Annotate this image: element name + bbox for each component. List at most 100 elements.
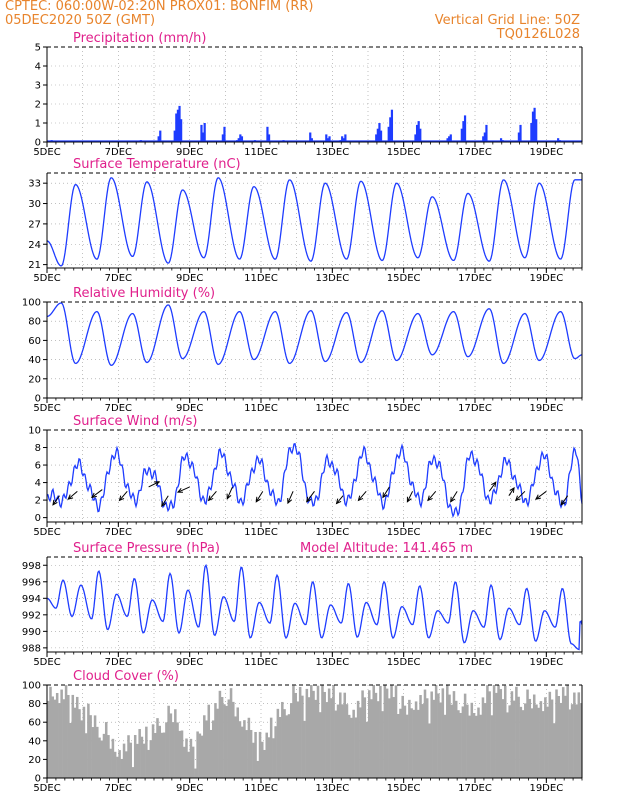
y-tick-label: 20: [28, 755, 41, 766]
cloud-bar: [203, 715, 206, 778]
cloud-bar: [107, 735, 110, 778]
cloud-bar: [120, 758, 124, 778]
cloud-bar: [274, 726, 277, 778]
cloud-bar: [287, 714, 291, 778]
x-tick-label: 7DEC: [105, 403, 132, 414]
cloud-bar: [490, 715, 494, 778]
cloud-bar: [58, 703, 61, 778]
cloud-bar: [376, 701, 380, 778]
cloud-bar: [363, 697, 367, 778]
wind-vector: [177, 486, 190, 493]
y-tick-label: 6: [35, 461, 41, 472]
precip-bar: [446, 138, 449, 142]
cloud-bar: [432, 699, 436, 778]
precip-bar: [173, 130, 176, 142]
wind-vector-head: [161, 501, 167, 508]
panel-title: Precipitation (mm/h): [73, 31, 206, 46]
wind-vector: [382, 486, 390, 498]
cloud-bar: [396, 713, 400, 778]
wind-vector: [208, 491, 217, 501]
y-tick-label: 2: [35, 496, 41, 507]
precip-bar: [482, 136, 485, 142]
cloud-bar: [385, 688, 389, 778]
cloud-bar: [359, 707, 362, 778]
wind-vector-head: [335, 498, 342, 505]
cloud-bar: [332, 685, 335, 778]
cloud-bar: [218, 690, 222, 778]
cloud-bar: [553, 723, 556, 778]
cloud-bar: [49, 686, 52, 778]
cloud-bar: [365, 721, 369, 778]
wind-vector-head: [560, 499, 566, 506]
cloud-bar: [512, 700, 516, 778]
cloud-bar: [269, 717, 273, 778]
cloud-bar: [67, 695, 70, 778]
x-tick-label: 15DEC: [387, 403, 421, 414]
cloud-bar: [557, 696, 561, 778]
cloud-bar: [443, 714, 447, 778]
cloud-bar: [352, 709, 355, 778]
cloud-bar: [517, 696, 520, 778]
cloud-bar: [289, 703, 293, 778]
y-tick-label: 5: [35, 43, 41, 54]
cloud-bar: [292, 685, 295, 778]
x-tick-label: 5DEC: [33, 527, 60, 538]
series-line: [46, 302, 583, 366]
x-tick-label: 9DEC: [176, 273, 203, 284]
cloud-bar: [401, 695, 404, 778]
cloud-bar: [325, 702, 329, 778]
cloud-bar: [189, 738, 193, 778]
cloud-bar: [82, 706, 86, 778]
wind-vector: [226, 486, 233, 499]
cloud-bar: [229, 688, 233, 778]
cloud-bar: [561, 687, 565, 778]
precip-bar: [376, 128, 379, 142]
y-tick-label: 0: [35, 774, 41, 785]
precip-bar: [530, 123, 533, 142]
cloud-bar: [454, 700, 458, 778]
cloud-bar: [182, 746, 186, 778]
precip-bar: [328, 136, 331, 142]
cloud-bar: [519, 706, 523, 778]
y-tick-label: 0: [35, 513, 41, 524]
header-station-line: CPTEC: 060:00W-02:20N PROX01: BONFIM (RR…: [5, 0, 314, 14]
cloud-bar: [403, 705, 407, 778]
x-tick-label: 19DEC: [529, 527, 563, 538]
cloud-bar: [535, 704, 538, 778]
x-tick-label: 19DEC: [529, 147, 563, 158]
precip-bar: [159, 130, 162, 142]
cloud-bar: [314, 699, 318, 778]
cloud-bar: [515, 686, 518, 778]
cloud-bar: [285, 715, 289, 778]
cloud-bar: [236, 707, 240, 778]
panel-2: 21 24 27 30 33 5DEC 7DEC 9DEC 11DEC 13DEC 15DEC 17D…: [28, 157, 583, 284]
precip-bar: [415, 124, 419, 142]
x-tick-label: 15DEC: [387, 273, 421, 284]
panel-title: Surface Temperature (nC): [73, 157, 241, 172]
x-tick-label: 11DEC: [244, 527, 278, 538]
cloud-bar: [526, 689, 529, 778]
y-tick-label: 1: [35, 119, 41, 130]
cloud-bar: [47, 700, 50, 778]
cloud-bar: [281, 701, 284, 778]
x-tick-label: 5DEC: [33, 657, 60, 668]
cloud-bar: [294, 692, 297, 778]
cloud-bar: [361, 690, 364, 778]
cloud-bar: [479, 714, 482, 778]
x-tick-label: 11DEC: [244, 273, 278, 284]
cloud-bar: [573, 692, 576, 778]
precip-bar: [449, 134, 452, 142]
cloud-bar: [434, 685, 438, 778]
cloud-bar: [176, 722, 179, 778]
cloud-bar: [368, 690, 371, 778]
cloud-bar: [354, 717, 358, 778]
precip-bar: [175, 113, 178, 142]
precip-bar: [535, 119, 538, 142]
cloud-bar: [327, 688, 331, 778]
x-tick-label: 9DEC: [176, 783, 203, 794]
precip-bar: [417, 121, 420, 142]
cloud-bar: [425, 698, 429, 778]
cloud-bar: [98, 737, 101, 778]
x-tick-label: 11DEC: [244, 783, 278, 794]
cloud-bar: [334, 710, 338, 778]
